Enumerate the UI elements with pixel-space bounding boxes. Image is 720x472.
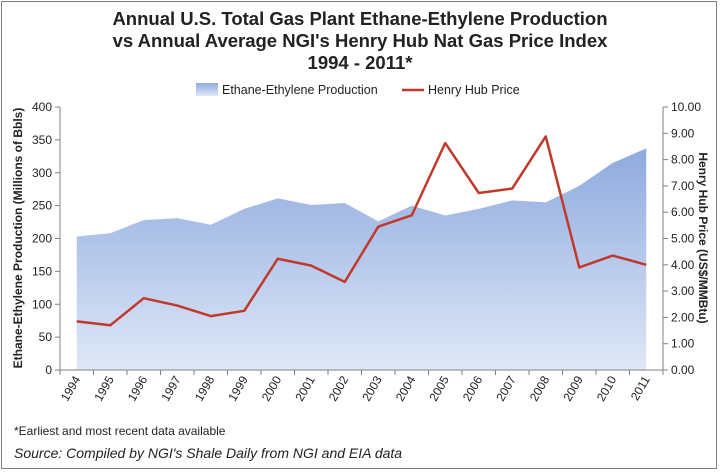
series-line-henry-hub [76,135,647,327]
x-tick-label-1994: 1994 [58,373,84,403]
y-left-tick-label: 0 [45,363,52,377]
legend: Ethane-Ethylene Production Henry Hub Pri… [196,83,520,97]
x-tick-label-2001: 2001 [292,373,318,403]
title-line-2: vs Annual Average NGI's Henry Hub Nat Ga… [112,30,608,51]
y-right-tick-label: 8.00 [671,153,695,167]
x-tick-label-2002: 2002 [326,373,352,403]
y-left-tick-label: 300 [32,166,52,180]
title-line-1: Annual U.S. Total Gas Plant Ethane-Ethyl… [112,8,608,29]
y-right-tick-label: 7.00 [671,179,695,193]
y-left-tick-label: 400 [32,100,52,114]
y-right-tick-label: 6.00 [671,205,695,219]
x-tick-label-2006: 2006 [460,373,486,403]
series-area-production [76,148,647,370]
y-left-axis-title: Ethane-Ethylene Production (Millions of … [11,108,25,369]
x-tick-label-1997: 1997 [158,373,184,403]
x-tick-label-1996: 1996 [125,373,151,403]
x-tick-label-1998: 1998 [192,373,218,403]
y-right-tick-label: 1.00 [671,337,695,351]
plot-area: 0 50 100 150 200 250 300 350 400 0.00 1.00 2.00 3.00… [32,100,701,404]
y-left-tick-label: 350 [32,133,52,147]
y-right-tick-label: 2.00 [671,310,695,324]
x-tick-label-1995: 1995 [91,373,117,403]
x-tick-label-2010: 2010 [594,373,620,403]
source-note: Source: Compiled by NGI's Shale Daily fr… [14,445,403,461]
chart-title: Annual U.S. Total Gas Plant Ethane-Ethyl… [0,8,720,74]
footnote: *Earliest and most recent data available [14,424,226,438]
x-tick-label-2011: 2011 [628,373,653,403]
x-tick-label-2003: 2003 [359,373,385,403]
legend-label-production: Ethane-Ethylene Production [222,83,378,97]
legend-swatch-production [196,83,218,96]
y-left-tick-label: 100 [32,297,52,311]
x-tick-label-2004: 2004 [393,373,419,403]
title-line-3: 1994 - 2011* [307,52,413,73]
x-tick-label-2000: 2000 [259,373,285,403]
x-tick-label-2009: 2009 [560,373,586,403]
y-left-tick-label: 200 [32,232,52,246]
y-right-tick-label: 4.00 [671,258,695,272]
y-right-tick-label: 0.00 [671,363,695,377]
y-right-tick-label: 5.00 [671,232,695,246]
legend-label-price: Henry Hub Price [428,83,520,97]
x-tick-label-2007: 2007 [493,373,519,403]
x-tick-label-1999: 1999 [225,373,251,403]
x-tick-label-2008: 2008 [527,373,553,403]
y-right-axis-title: Henry Hub Price (US$/MMBtu) [696,152,710,323]
x-tick-label-2005: 2005 [426,373,452,403]
y-right-tick-label: 9.00 [671,126,695,140]
y-right-tick-label: 10.00 [671,100,701,114]
y-right-tick-label: 3.00 [671,284,695,298]
y-left-tick-label: 250 [32,199,52,213]
y-left-tick-label: 50 [39,330,53,344]
y-left-tick-label: 150 [32,264,52,278]
